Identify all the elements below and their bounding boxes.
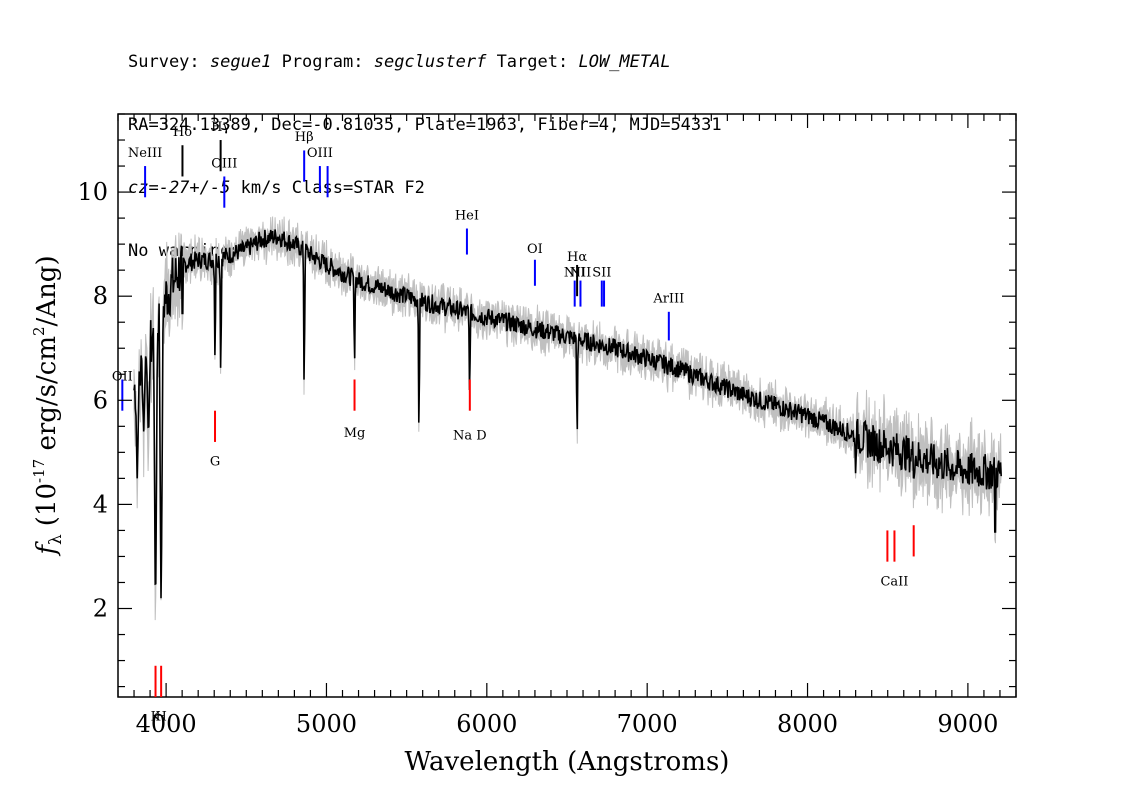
y-axis-exponent-2: 2 <box>30 326 48 336</box>
x-tick-label-5: 9000 <box>937 710 998 738</box>
line-label-18: G <box>210 455 220 470</box>
x-tick-label-1: 5000 <box>296 710 357 738</box>
x-tick-label-3: 7000 <box>617 710 678 738</box>
y-tick-label-2: 6 <box>93 386 108 414</box>
error-band-group <box>133 216 1002 621</box>
line-label-4: OIII <box>211 156 237 171</box>
program-value: segclusterf <box>373 52 487 72</box>
line-label-19: Mg <box>344 426 366 441</box>
y-axis-subscript: λ <box>46 534 66 545</box>
line-label-9: OI <box>527 242 543 257</box>
line-label-0: OII <box>112 370 133 385</box>
spectrum-header: Survey: segue1 Program: segclusterf Targ… <box>128 10 722 283</box>
header-line-3: cz=-27+/-5 km/s Class=STAR F2 <box>128 178 722 199</box>
class-value: km/s Class=STAR F2 <box>230 178 425 198</box>
y-axis-prefix: (10 <box>32 483 62 526</box>
x-tick-label-4: 8000 <box>777 710 838 738</box>
program-label: Program: <box>281 52 364 72</box>
y-axis-units: erg/s/cm <box>32 336 62 459</box>
spectrum-line-group <box>133 229 1002 599</box>
spectrum-line <box>133 229 1002 599</box>
y-axis-units-end: /Ang) <box>32 255 62 326</box>
line-label-22: CaII <box>880 574 908 589</box>
x-axis-title: Wavelength (Angstroms) <box>405 747 730 777</box>
header-line-1: Survey: segue1 Program: segclusterf Targ… <box>128 52 722 73</box>
y-tick-label-4: 10 <box>77 178 108 206</box>
line-label-17: H <box>155 710 166 725</box>
target-label: Target: <box>496 52 569 72</box>
x-tick-label-0: 4000 <box>136 710 197 738</box>
line-label-5: Hβ <box>295 130 314 145</box>
redshift-value: cz=-27+/-5 <box>128 178 231 198</box>
y-tick-label-1: 4 <box>93 490 108 518</box>
survey-value: segue1 <box>209 52 272 72</box>
y-axis-title: fλ(10-17 erg/s/cm2/Ang) <box>30 255 66 556</box>
plot-frame <box>117 113 1017 698</box>
line-label-1: NeIII <box>128 146 162 161</box>
line-label-11: Hα <box>567 250 587 265</box>
line-label-10: NII <box>564 266 586 281</box>
header-line-2: RA=324.13389, Dec=-0.81035, Plate=1963, … <box>128 115 722 135</box>
y-axis-exponent: -17 <box>30 459 48 483</box>
line-label-8: HeI <box>455 208 479 223</box>
error-band <box>133 216 1002 621</box>
line-label-16: K <box>151 710 161 725</box>
x-tick-label-2: 6000 <box>456 710 517 738</box>
y-tick-label-0: 2 <box>93 595 108 623</box>
line-label-15: ArIII <box>652 292 684 307</box>
line-label-6: OIII <box>307 146 333 161</box>
line-label-12: NII <box>570 266 592 281</box>
line-label-3: Hγ <box>211 120 230 135</box>
line-label-20: Na D <box>453 429 487 444</box>
survey-label: Survey: <box>128 52 200 72</box>
target-value: LOW_METAL <box>578 52 671 72</box>
axis-ticks: 4000 5000 6000 7000 8000 9000 2 4 6 8 10 <box>77 113 1017 738</box>
y-tick-label-3: 8 <box>93 282 108 310</box>
line-label-13: SII <box>592 266 611 281</box>
line-label-2: Hδ <box>173 125 192 140</box>
